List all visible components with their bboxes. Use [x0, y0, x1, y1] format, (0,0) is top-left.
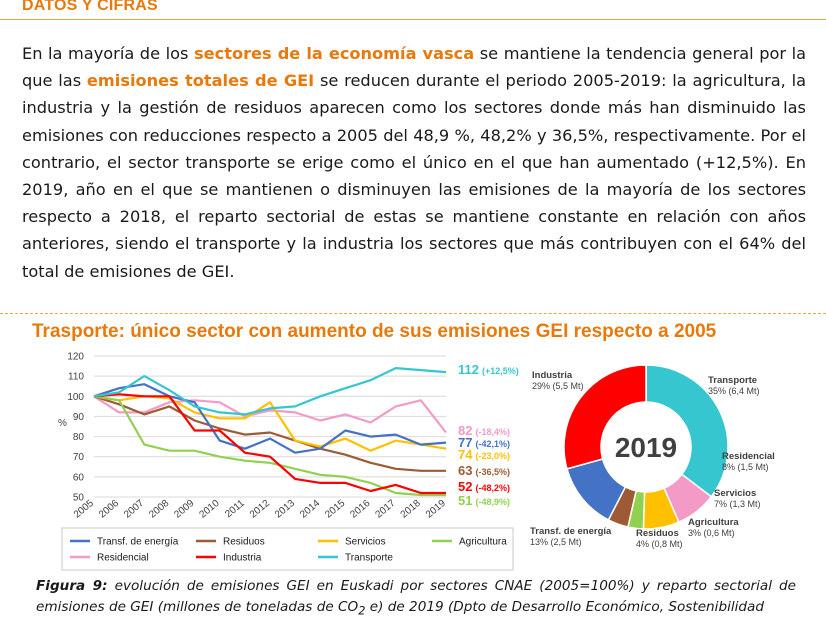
x-tick-label: 2013: [273, 498, 297, 521]
x-tick-label: 2011: [223, 498, 247, 521]
donut-label-name: Transf. de energía: [530, 526, 612, 537]
body-paragraph: En la mayoría de los sectores de la econ…: [22, 40, 806, 285]
series-line-servicios: [93, 395, 447, 452]
legend-label: Transf. de energía: [97, 537, 179, 548]
x-tick-label: 2008: [147, 498, 171, 521]
heading-divider: [0, 19, 826, 20]
donut-label-value: 29% (5,5 Mt): [532, 381, 584, 391]
y-tick-label: 90: [73, 412, 85, 423]
donut-label-value: 13% (2,5 Mt): [530, 537, 582, 547]
series-end-label: 82 (-18,4%): [458, 423, 510, 438]
y-tick-label: 120: [67, 352, 84, 363]
section-heading: DATOS Y CIFRAS: [22, 0, 158, 14]
end-value: 52: [458, 479, 472, 494]
donut-label-name: Agricultura: [688, 517, 739, 528]
caption-text-a: evolución de emisiones GEI en Euskadi po…: [36, 578, 797, 615]
x-tick-label: 2012: [248, 498, 272, 521]
paragraph-text-3: se reducen durante el periodo 2005-2019:…: [22, 71, 806, 281]
figure-frame: [0, 313, 826, 573]
paragraph-text-2: se mantiene la tendencia general por la …: [22, 44, 806, 91]
donut-label-value: 7% (1,3 Mt): [714, 499, 761, 509]
series-line-residuos: [93, 395, 446, 472]
end-value: 77: [458, 435, 472, 450]
end-change: (-18,4%): [475, 427, 510, 437]
donut-label-value: 4% (0,8 Mt): [636, 539, 683, 549]
series-end-label: 52 (-48,2%): [458, 479, 510, 494]
figure-caption: Figura 9: evolución de emisiones GEI en …: [36, 576, 796, 622]
legend-label: Servicios: [345, 537, 386, 548]
end-value: 82: [458, 423, 472, 438]
caption-label: Figura 9:: [36, 578, 108, 594]
y-tick-label: 100: [67, 392, 84, 403]
figure-title: Trasporte: único sector con aumento de s…: [32, 321, 717, 342]
line-chart-legend: Transf. de energía Residuos Servicios Agric…: [61, 527, 514, 571]
x-tick-label: 2007: [122, 498, 146, 521]
donut-label-value: 35% (6,4 Mt): [708, 386, 760, 396]
end-value: 74: [458, 447, 473, 462]
series-line-agricultura: [93, 395, 446, 497]
x-tick-label: 2014: [298, 498, 322, 521]
paragraph-text-1: En la mayoría de los: [22, 44, 194, 63]
end-change: (-48,2%): [475, 483, 510, 493]
legend-label: Industria: [223, 553, 262, 564]
end-change: (-36,5%): [475, 467, 510, 477]
donut-label-name: Residuos: [636, 528, 679, 539]
end-value: 112: [458, 362, 479, 377]
x-tick-label: 2009: [172, 498, 196, 521]
series-end-label: 63 (-36,5%): [458, 463, 510, 478]
x-tick-label: 2018: [399, 498, 423, 521]
end-change: (-42,1%): [475, 439, 510, 449]
end-value: 51: [458, 493, 472, 508]
x-tick-label: 2016: [348, 498, 372, 521]
legend-label: Agricultura: [459, 537, 507, 548]
series-line-industria: [93, 393, 446, 495]
donut-label-value: 3% (0,6 Mt): [688, 528, 735, 538]
series-end-label: 74 (-23,0%): [458, 447, 510, 462]
end-value: 63: [458, 463, 472, 478]
caption-text-b: e) de 2019 (Dpto de Desarrollo Económico…: [365, 599, 764, 615]
donut-label-name: Transporte: [708, 375, 757, 386]
x-tick-label: 2015: [323, 498, 347, 521]
donut-label-name: Servicios: [714, 488, 756, 499]
highlight-emisiones: emisiones totales de GEI: [86, 71, 315, 91]
end-change: (+12,5%): [482, 366, 519, 376]
highlight-sectores: sectores de la economía vasca: [194, 44, 475, 63]
x-tick-label: 2010: [198, 498, 222, 521]
x-tick-label: 2017: [374, 498, 398, 521]
donut-slice-industria: [563, 364, 647, 470]
caption-subscript: 2: [358, 603, 366, 618]
donut-center-label: 2019: [615, 432, 677, 463]
series-end-label: 51 (-48,9%): [458, 493, 510, 508]
y-tick-label: 110: [68, 372, 84, 383]
legend-label: Transporte: [345, 553, 393, 564]
end-change: (-48,9%): [475, 497, 510, 507]
series-end-label: 112 (+12,5%): [458, 362, 519, 377]
y-tick-label: 70: [73, 452, 85, 463]
donut-label-name: Industria: [532, 370, 573, 381]
series-line-residencial: [93, 395, 447, 434]
legend-box: [61, 527, 514, 571]
y-tick-label: 80: [73, 432, 85, 443]
x-tick-label: 2006: [97, 498, 121, 521]
series-line-transporte: [93, 367, 447, 416]
series-end-label: 77 (-42,1%): [458, 435, 510, 450]
x-tick-label: 2019: [424, 498, 448, 521]
y-tick-label: 50: [73, 493, 85, 504]
series-line-transf-de-energ-a: [93, 383, 447, 454]
legend-label: Residencial: [97, 553, 149, 564]
y-tick-label: 60: [73, 472, 85, 483]
donut-slice-transporte: [645, 364, 729, 498]
y-axis-label: %: [58, 418, 67, 429]
donut-label-name: Residencial: [722, 451, 775, 462]
legend-label: Residuos: [223, 537, 265, 548]
donut-label-value: 8% (1,5 Mt): [722, 462, 769, 472]
end-change: (-23,0%): [475, 451, 510, 461]
